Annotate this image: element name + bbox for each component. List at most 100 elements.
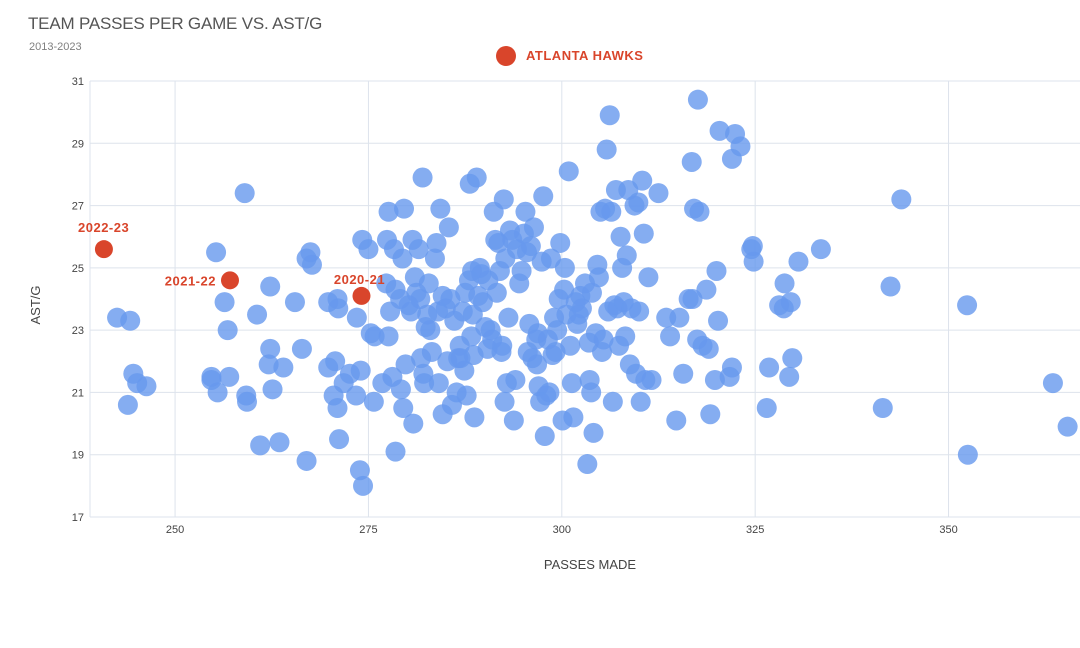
data-point xyxy=(291,338,312,359)
data-point xyxy=(633,223,654,244)
data-point xyxy=(666,410,687,431)
data-point xyxy=(466,167,487,188)
data-point xyxy=(430,198,451,219)
chart-title: TEAM PASSES PER GAME VS. AST/G xyxy=(28,14,323,33)
data-point xyxy=(698,338,719,359)
data-point xyxy=(426,232,447,253)
data-point xyxy=(581,382,602,403)
x-tick-label: 275 xyxy=(359,524,377,536)
highlight-point xyxy=(94,240,113,259)
data-point xyxy=(610,226,631,247)
data-point xyxy=(534,426,555,447)
data-point xyxy=(708,310,729,331)
y-tick-label: 23 xyxy=(72,325,84,337)
data-point xyxy=(689,201,710,222)
data-point xyxy=(378,326,399,347)
data-point xyxy=(547,320,568,341)
data-point xyxy=(601,201,622,222)
data-point xyxy=(700,404,721,425)
data-point xyxy=(539,382,560,403)
data-point xyxy=(206,242,227,263)
data-point xyxy=(301,254,322,275)
data-point xyxy=(957,295,978,316)
data-point xyxy=(511,260,532,281)
data-point xyxy=(706,260,727,281)
data-point xyxy=(721,357,742,378)
data-point xyxy=(412,167,433,188)
data-point xyxy=(681,151,702,172)
highlight-label: 2020-21 xyxy=(334,272,385,287)
data-point xyxy=(392,248,413,269)
data-point xyxy=(378,201,399,222)
data-point xyxy=(486,282,507,303)
data-point xyxy=(515,201,536,222)
y-tick-label: 25 xyxy=(72,263,84,275)
data-point xyxy=(358,239,379,260)
data-point xyxy=(779,366,800,387)
chart-subtitle: 2013-2023 xyxy=(29,41,82,53)
data-point xyxy=(581,282,602,303)
data-point xyxy=(363,391,384,412)
data-point xyxy=(296,450,317,471)
data-point xyxy=(891,189,912,210)
data-point xyxy=(438,217,459,238)
data-point xyxy=(1042,373,1063,394)
data-point xyxy=(583,422,604,443)
data-point xyxy=(660,326,681,347)
y-axis-label: AST/G xyxy=(28,285,43,324)
data-point xyxy=(390,379,411,400)
data-point xyxy=(327,398,348,418)
data-point xyxy=(420,320,441,341)
data-point xyxy=(237,391,258,412)
data-point xyxy=(730,136,751,157)
data-point xyxy=(408,239,429,260)
highlight-point xyxy=(352,286,371,305)
data-point xyxy=(810,239,831,260)
data-point xyxy=(136,376,157,397)
data-point xyxy=(346,307,367,328)
data-point xyxy=(520,236,541,257)
legend-marker-atlanta-hawks xyxy=(496,46,516,66)
data-point xyxy=(234,183,255,204)
y-tick-label: 17 xyxy=(72,512,84,524)
data-point xyxy=(782,348,803,369)
y-tick-label: 27 xyxy=(72,201,84,213)
data-point xyxy=(394,198,415,219)
data-point xyxy=(493,189,514,210)
data-point xyxy=(629,301,650,322)
data-point xyxy=(673,363,694,384)
data-point xyxy=(742,236,763,257)
data-point xyxy=(421,341,442,362)
y-tick-label: 21 xyxy=(72,387,84,399)
data-point xyxy=(641,369,662,390)
data-point xyxy=(563,407,584,428)
data-point xyxy=(616,245,637,266)
x-tick-label: 250 xyxy=(166,524,184,536)
data-point xyxy=(957,444,978,465)
highlight-label: 2021-22 xyxy=(165,273,216,288)
data-point xyxy=(554,257,575,278)
data-point xyxy=(353,475,374,496)
data-point xyxy=(558,161,579,182)
y-tick-label: 19 xyxy=(72,450,84,462)
legend: ATLANTA HAWKS xyxy=(496,46,643,66)
data-point xyxy=(364,326,385,347)
data-point xyxy=(561,373,582,394)
y-tick-label: 31 xyxy=(72,76,84,88)
data-point xyxy=(273,357,294,378)
data-point xyxy=(464,407,485,428)
data-point xyxy=(615,326,636,347)
data-point xyxy=(1057,416,1078,437)
data-point xyxy=(523,217,544,238)
data-point xyxy=(260,338,281,359)
data-point xyxy=(494,391,515,412)
data-point xyxy=(593,329,614,350)
data-point xyxy=(759,357,780,378)
data-point xyxy=(669,307,690,328)
data-point xyxy=(599,105,620,126)
data-point xyxy=(454,360,475,381)
data-point xyxy=(424,248,445,269)
data-point xyxy=(329,429,350,450)
data-point xyxy=(250,435,271,456)
